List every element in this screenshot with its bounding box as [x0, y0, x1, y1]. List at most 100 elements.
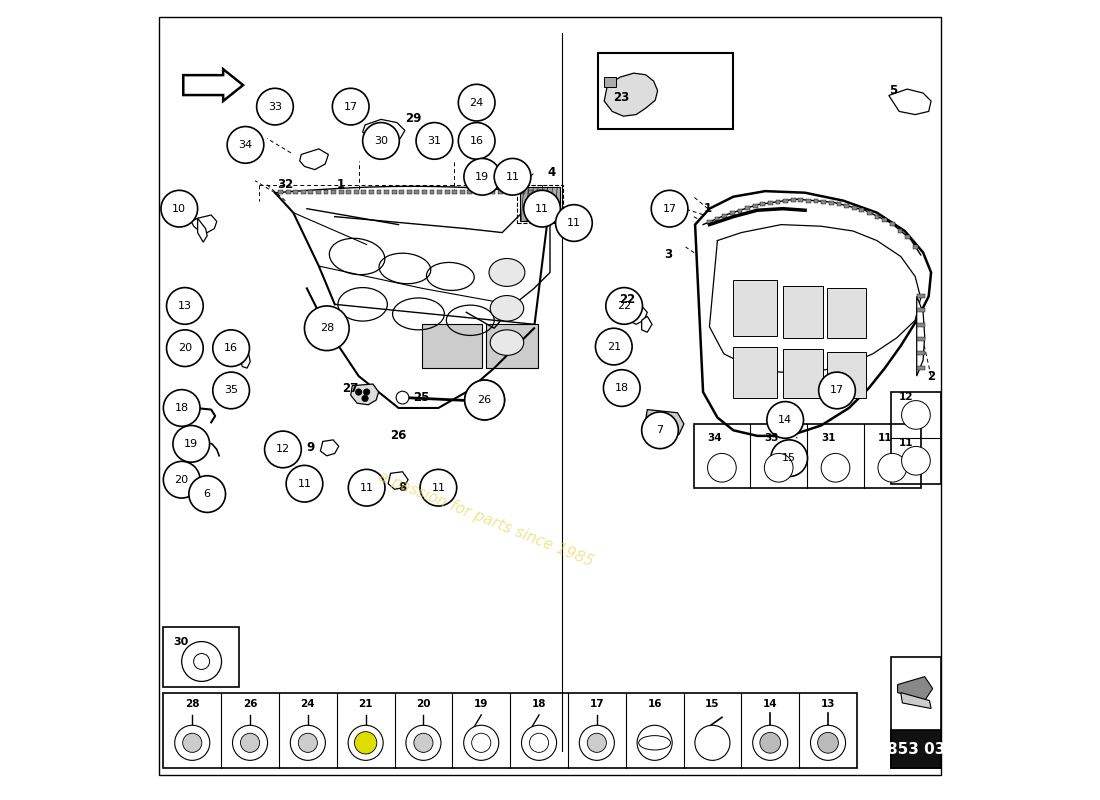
- Bar: [422, 324, 482, 368]
- Text: 26: 26: [477, 395, 492, 405]
- Text: 35: 35: [224, 386, 238, 395]
- Bar: [513, 190, 518, 194]
- Circle shape: [818, 372, 856, 409]
- Bar: [491, 190, 495, 194]
- Text: 13: 13: [178, 301, 191, 311]
- Polygon shape: [299, 149, 329, 170]
- Bar: [452, 190, 458, 194]
- Text: 30: 30: [374, 136, 388, 146]
- Bar: [891, 392, 940, 484]
- Text: 28: 28: [320, 323, 334, 334]
- Circle shape: [175, 726, 210, 760]
- Ellipse shape: [491, 295, 524, 321]
- Bar: [483, 190, 487, 194]
- Circle shape: [166, 287, 204, 324]
- Bar: [163, 627, 239, 687]
- Circle shape: [529, 734, 549, 752]
- Text: 9: 9: [307, 442, 315, 454]
- Polygon shape: [695, 191, 931, 436]
- Bar: [528, 190, 532, 194]
- Circle shape: [227, 126, 264, 163]
- Circle shape: [163, 462, 200, 498]
- Polygon shape: [898, 677, 933, 701]
- Text: 8: 8: [398, 481, 407, 494]
- Text: 4: 4: [548, 166, 556, 179]
- Circle shape: [265, 431, 301, 468]
- Bar: [368, 190, 374, 194]
- Text: 12: 12: [899, 393, 914, 402]
- Bar: [346, 190, 351, 194]
- Circle shape: [212, 372, 250, 409]
- Bar: [859, 208, 865, 212]
- Bar: [905, 235, 910, 239]
- Circle shape: [524, 190, 560, 227]
- Text: 11: 11: [535, 204, 549, 214]
- Circle shape: [194, 654, 210, 670]
- Circle shape: [767, 402, 803, 438]
- Circle shape: [256, 88, 294, 125]
- Text: 26: 26: [478, 395, 492, 405]
- Text: 20: 20: [416, 698, 431, 709]
- Text: 1: 1: [704, 202, 712, 215]
- Bar: [844, 204, 849, 208]
- Text: 11: 11: [360, 482, 374, 493]
- Circle shape: [406, 726, 441, 760]
- Text: 16: 16: [470, 136, 484, 146]
- Circle shape: [878, 454, 906, 482]
- Text: 32: 32: [277, 178, 294, 191]
- Bar: [916, 294, 925, 298]
- Text: 17: 17: [662, 204, 676, 214]
- Bar: [693, 424, 921, 488]
- Bar: [339, 190, 343, 194]
- Bar: [760, 202, 766, 206]
- Text: 31: 31: [428, 136, 441, 146]
- Bar: [916, 322, 925, 326]
- Text: 10: 10: [173, 204, 186, 214]
- Circle shape: [354, 732, 377, 754]
- Text: 34: 34: [707, 434, 723, 443]
- Text: 22: 22: [619, 293, 636, 306]
- Circle shape: [822, 454, 850, 482]
- Circle shape: [349, 470, 385, 506]
- Bar: [867, 211, 872, 215]
- Bar: [604, 77, 616, 86]
- Bar: [806, 198, 811, 202]
- Bar: [723, 214, 727, 218]
- Bar: [783, 199, 788, 203]
- Ellipse shape: [491, 330, 524, 355]
- Circle shape: [286, 466, 322, 502]
- Bar: [444, 190, 450, 194]
- Bar: [737, 209, 742, 213]
- Circle shape: [752, 726, 788, 760]
- Bar: [331, 190, 335, 194]
- Bar: [520, 190, 526, 194]
- Polygon shape: [241, 354, 250, 368]
- Text: 22: 22: [617, 301, 631, 311]
- Circle shape: [173, 426, 210, 462]
- Bar: [278, 190, 283, 194]
- Text: 14: 14: [763, 698, 778, 709]
- Polygon shape: [641, 316, 652, 332]
- Text: 20: 20: [178, 343, 191, 353]
- Text: 30: 30: [173, 637, 188, 646]
- Bar: [294, 190, 298, 194]
- Circle shape: [232, 726, 267, 760]
- Text: 21: 21: [359, 698, 373, 709]
- FancyArrow shape: [184, 69, 243, 101]
- Bar: [814, 199, 818, 203]
- Text: 19: 19: [475, 172, 490, 182]
- Bar: [822, 200, 826, 204]
- Bar: [407, 190, 411, 194]
- Text: 34: 34: [239, 140, 253, 150]
- Text: 18: 18: [615, 383, 629, 393]
- Text: 12: 12: [276, 445, 290, 454]
- Text: 25: 25: [412, 391, 429, 404]
- Bar: [519, 187, 560, 221]
- Bar: [890, 222, 894, 226]
- Text: 21: 21: [607, 342, 620, 351]
- Text: 11: 11: [566, 218, 581, 228]
- Text: 24: 24: [470, 98, 484, 108]
- Text: 15: 15: [705, 698, 719, 709]
- Text: 17: 17: [590, 698, 604, 709]
- Circle shape: [494, 158, 531, 195]
